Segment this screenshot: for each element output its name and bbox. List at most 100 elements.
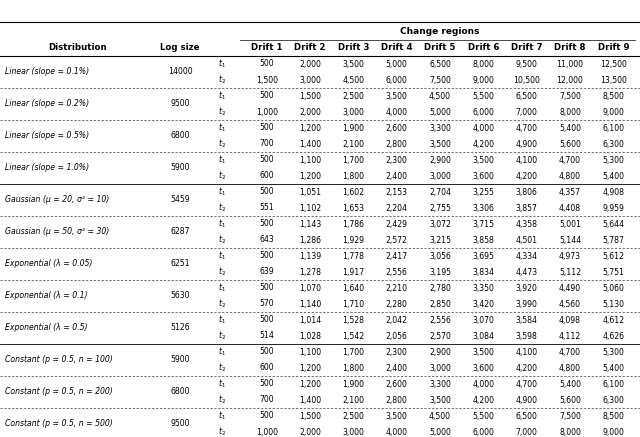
Text: 2,000: 2,000 bbox=[299, 59, 321, 69]
Text: 600: 600 bbox=[259, 171, 274, 180]
Text: 1,800: 1,800 bbox=[342, 364, 364, 372]
Text: 5,300: 5,300 bbox=[602, 156, 624, 164]
Text: 2,204: 2,204 bbox=[386, 204, 408, 212]
Text: Drift 7: Drift 7 bbox=[511, 44, 543, 52]
Text: 5459: 5459 bbox=[170, 195, 190, 205]
Text: 4,112: 4,112 bbox=[559, 332, 581, 340]
Text: 3,072: 3,072 bbox=[429, 219, 451, 229]
Text: 2,572: 2,572 bbox=[386, 236, 408, 244]
Text: 1,653: 1,653 bbox=[342, 204, 364, 212]
Text: $t_1$: $t_1$ bbox=[218, 186, 226, 198]
Text: 7,500: 7,500 bbox=[559, 412, 581, 420]
Text: $t_1$: $t_1$ bbox=[218, 90, 226, 102]
Text: 6287: 6287 bbox=[170, 228, 189, 236]
Text: 1,800: 1,800 bbox=[342, 171, 364, 180]
Text: 12,500: 12,500 bbox=[600, 59, 627, 69]
Text: 1,602: 1,602 bbox=[342, 187, 364, 197]
Text: 1,528: 1,528 bbox=[342, 316, 364, 325]
Text: 1,200: 1,200 bbox=[299, 364, 321, 372]
Text: 5,144: 5,144 bbox=[559, 236, 581, 244]
Text: 2,400: 2,400 bbox=[386, 171, 408, 180]
Text: Drift 5: Drift 5 bbox=[424, 44, 456, 52]
Text: $t_2$: $t_2$ bbox=[218, 298, 226, 310]
Text: 500: 500 bbox=[259, 91, 274, 101]
Text: 1,778: 1,778 bbox=[342, 252, 364, 260]
Text: 3,600: 3,600 bbox=[472, 364, 494, 372]
Text: 3,500: 3,500 bbox=[386, 412, 408, 420]
Text: 5,500: 5,500 bbox=[472, 91, 494, 101]
Text: 3,084: 3,084 bbox=[472, 332, 494, 340]
Text: 5126: 5126 bbox=[170, 323, 190, 333]
Text: 8,500: 8,500 bbox=[602, 412, 624, 420]
Text: 2,300: 2,300 bbox=[386, 347, 408, 357]
Text: 6,000: 6,000 bbox=[386, 76, 408, 84]
Text: 5,400: 5,400 bbox=[602, 171, 625, 180]
Text: 2,500: 2,500 bbox=[342, 91, 364, 101]
Text: 2,704: 2,704 bbox=[429, 187, 451, 197]
Text: 500: 500 bbox=[259, 347, 274, 357]
Text: 6,100: 6,100 bbox=[602, 379, 625, 388]
Text: $t_2$: $t_2$ bbox=[218, 74, 226, 86]
Text: 3,306: 3,306 bbox=[472, 204, 494, 212]
Text: 600: 600 bbox=[259, 364, 274, 372]
Text: Linear (slope = 0.1%): Linear (slope = 0.1%) bbox=[5, 67, 89, 76]
Text: 3,858: 3,858 bbox=[472, 236, 494, 244]
Text: 5,130: 5,130 bbox=[602, 299, 625, 309]
Text: 3,300: 3,300 bbox=[429, 124, 451, 132]
Text: 5,300: 5,300 bbox=[602, 347, 624, 357]
Text: 3,000: 3,000 bbox=[342, 427, 364, 437]
Text: $t_2$: $t_2$ bbox=[218, 330, 226, 342]
Text: Drift 6: Drift 6 bbox=[468, 44, 499, 52]
Text: 7,500: 7,500 bbox=[429, 76, 451, 84]
Text: 3,215: 3,215 bbox=[429, 236, 451, 244]
Text: 1,710: 1,710 bbox=[342, 299, 364, 309]
Text: 2,570: 2,570 bbox=[429, 332, 451, 340]
Text: 3,350: 3,350 bbox=[472, 284, 494, 292]
Text: $t_1$: $t_1$ bbox=[218, 250, 226, 262]
Text: 4,626: 4,626 bbox=[602, 332, 625, 340]
Text: 500: 500 bbox=[259, 59, 274, 69]
Text: Exponential (λ = 0.1): Exponential (λ = 0.1) bbox=[5, 291, 88, 301]
Text: Exponential (λ = 0.05): Exponential (λ = 0.05) bbox=[5, 260, 92, 268]
Text: 1,100: 1,100 bbox=[299, 156, 321, 164]
Text: 1,140: 1,140 bbox=[299, 299, 321, 309]
Text: 5,600: 5,600 bbox=[559, 395, 581, 405]
Text: $t_2$: $t_2$ bbox=[218, 426, 226, 437]
Text: 1,542: 1,542 bbox=[342, 332, 364, 340]
Text: 2,600: 2,600 bbox=[386, 379, 408, 388]
Text: $t_1$: $t_1$ bbox=[218, 378, 226, 390]
Text: 3,000: 3,000 bbox=[429, 364, 451, 372]
Text: 4,490: 4,490 bbox=[559, 284, 581, 292]
Text: 6,000: 6,000 bbox=[472, 108, 494, 117]
Text: 2,400: 2,400 bbox=[386, 364, 408, 372]
Text: 1,102: 1,102 bbox=[299, 204, 321, 212]
Text: 10,500: 10,500 bbox=[513, 76, 540, 84]
Text: 4,700: 4,700 bbox=[559, 156, 581, 164]
Text: 2,429: 2,429 bbox=[386, 219, 408, 229]
Text: 1,014: 1,014 bbox=[299, 316, 321, 325]
Text: 4,500: 4,500 bbox=[342, 76, 364, 84]
Text: 1,278: 1,278 bbox=[299, 267, 321, 277]
Text: 1,700: 1,700 bbox=[342, 347, 364, 357]
Text: 4,700: 4,700 bbox=[516, 124, 538, 132]
Text: 643: 643 bbox=[259, 236, 274, 244]
Text: 1,500: 1,500 bbox=[299, 91, 321, 101]
Text: 639: 639 bbox=[259, 267, 274, 277]
Text: 5,751: 5,751 bbox=[602, 267, 625, 277]
Text: 3,990: 3,990 bbox=[516, 299, 538, 309]
Text: Linear (slope = 0.5%): Linear (slope = 0.5%) bbox=[5, 132, 89, 141]
Text: 5,000: 5,000 bbox=[386, 59, 408, 69]
Text: 1,051: 1,051 bbox=[299, 187, 321, 197]
Text: 2,600: 2,600 bbox=[386, 124, 408, 132]
Text: 5,400: 5,400 bbox=[559, 379, 581, 388]
Text: 1,500: 1,500 bbox=[255, 76, 278, 84]
Text: 570: 570 bbox=[259, 299, 274, 309]
Text: $t_2$: $t_2$ bbox=[218, 202, 226, 214]
Text: 4,473: 4,473 bbox=[516, 267, 538, 277]
Text: 4,500: 4,500 bbox=[429, 91, 451, 101]
Text: 5900: 5900 bbox=[170, 163, 189, 173]
Text: 6800: 6800 bbox=[170, 132, 189, 141]
Text: 700: 700 bbox=[259, 395, 274, 405]
Text: 4,200: 4,200 bbox=[516, 364, 538, 372]
Text: Log size: Log size bbox=[160, 44, 200, 52]
